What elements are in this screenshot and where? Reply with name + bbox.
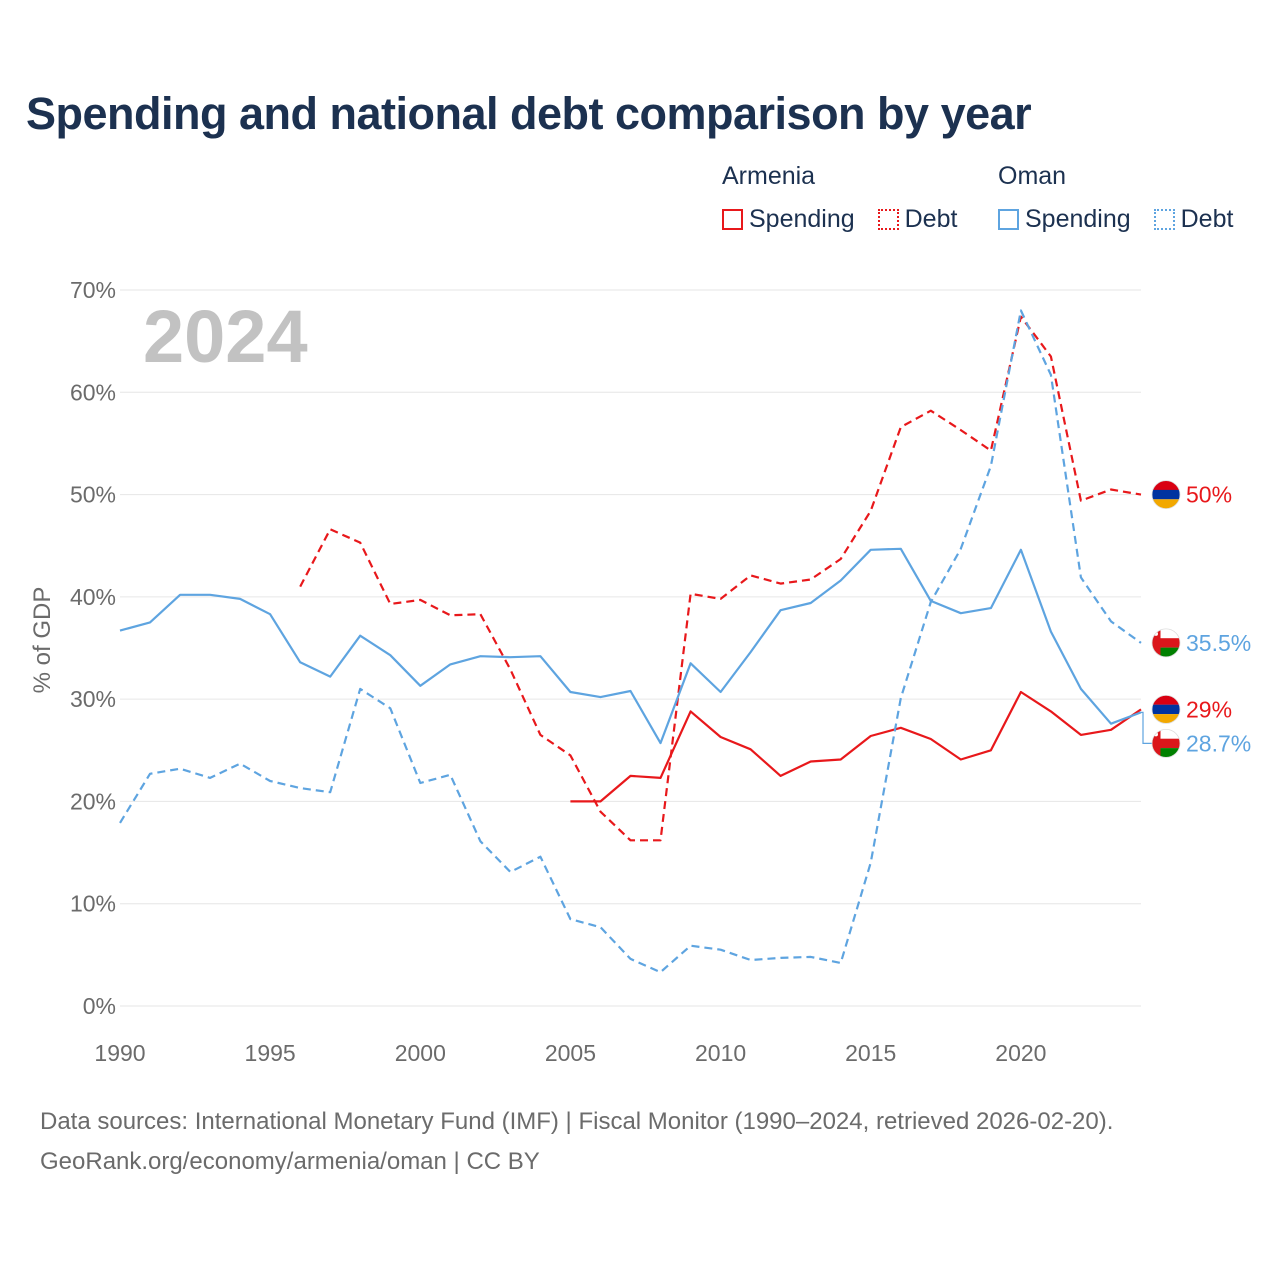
- grid-lines: [120, 289, 1141, 1007]
- x-tick-label: 1995: [245, 1040, 296, 1066]
- x-tick-label: 2005: [545, 1040, 596, 1066]
- flag-border: [1151, 480, 1181, 510]
- chart-title: Spending and national debt comparison by…: [26, 88, 1032, 139]
- series-lines: [119, 309, 1142, 974]
- x-tick-label: 1990: [94, 1040, 145, 1066]
- footer-credit: GeoRank.org/economy/armenia/oman | CC BY: [40, 1148, 540, 1175]
- y-tick-label: 70%: [70, 277, 116, 303]
- legend-armenia: Armenia Spending Debt: [722, 162, 973, 237]
- year-watermark: 2024: [143, 295, 308, 378]
- legend-swatch-dotted: [1153, 209, 1175, 230]
- axis-ticks: 0% 10% 20% 30% 40% 50% 60% 70% 1990 1995 2000 2005 2…: [70, 277, 1047, 1066]
- legend-oman-debt[interactable]: Debt: [1153, 205, 1234, 234]
- oman-flag-icon: [1151, 729, 1181, 758]
- leader-line: [1141, 711, 1152, 745]
- legend-label: Spending: [749, 205, 855, 233]
- armenia-flag-icon: [1151, 480, 1181, 510]
- flag-hoist-red: [1152, 729, 1161, 758]
- series-line-oman-spending: [119, 547, 1142, 745]
- legend-armenia-debt[interactable]: Debt: [877, 205, 958, 234]
- x-tick-label: 2000: [395, 1040, 446, 1066]
- legend-label: Debt: [1180, 205, 1234, 233]
- series-line-armenia-spending: [570, 690, 1142, 803]
- y-tick-label: 60%: [70, 379, 116, 405]
- legend-armenia-spending[interactable]: Spending: [722, 205, 855, 234]
- oman-flag-icon: [1151, 628, 1181, 658]
- y-tick-label: 50%: [70, 482, 116, 508]
- flag-stripe-red: [1152, 695, 1180, 705]
- flag-stripe-green: [1152, 748, 1180, 758]
- flag-stripe-red: [1152, 480, 1180, 490]
- flag-border: [1151, 695, 1181, 724]
- flag-stripe-red: [1152, 638, 1180, 648]
- legend-swatch-dotted: [877, 209, 899, 230]
- flag-stripe-orange: [1152, 714, 1180, 724]
- legend-country-oman: Oman: [998, 162, 1067, 190]
- end-value-label: 29%: [1186, 696, 1232, 722]
- series-line-armenia-debt: [299, 315, 1142, 842]
- legend-oman: Oman Spending Debt: [998, 162, 1249, 237]
- footer-source: Data sources: International Monetary Fun…: [40, 1108, 1114, 1135]
- legend-swatch-solid: [722, 209, 743, 230]
- end-value-label: 35.5%: [1186, 630, 1251, 656]
- x-tick-label: 2015: [845, 1040, 896, 1066]
- y-axis-label: % of GDP: [29, 587, 56, 694]
- series-line-oman-debt: [119, 309, 1142, 974]
- flag-stripe-white: [1152, 729, 1180, 739]
- y-tick-label: 20%: [70, 788, 116, 814]
- y-tick-label: 0%: [83, 993, 116, 1019]
- end-labels: 50% 35.5% 29% 28.7%: [1141, 480, 1251, 758]
- y-tick-label: 10%: [70, 891, 116, 917]
- flag-clip: [1152, 695, 1180, 724]
- flag-border: [1151, 729, 1181, 758]
- x-tick-label: 2010: [695, 1040, 746, 1066]
- y-tick-label: 40%: [70, 584, 116, 610]
- legend-label: Debt: [904, 205, 958, 233]
- flag-clip: [1152, 480, 1180, 509]
- flag-stripe-orange: [1152, 499, 1180, 509]
- y-tick-label: 30%: [70, 686, 116, 712]
- legend-country-armenia: Armenia: [722, 162, 816, 190]
- flag-hoist-red: [1152, 628, 1161, 657]
- legend-label: Spending: [1025, 205, 1131, 233]
- end-value-label: 50%: [1186, 482, 1232, 508]
- flag-stripe-blue: [1152, 704, 1180, 715]
- flag-stripe-blue: [1152, 489, 1180, 500]
- end-value-label: 28.7%: [1186, 730, 1251, 756]
- flag-border: [1151, 628, 1181, 658]
- flag-stripe-white: [1152, 628, 1180, 639]
- legend-oman-spending[interactable]: Spending: [998, 205, 1131, 234]
- legend-swatch-solid: [998, 209, 1019, 230]
- x-tick-label: 2020: [995, 1040, 1046, 1066]
- flag-stripe-red: [1152, 738, 1180, 749]
- armenia-flag-icon: [1151, 695, 1181, 724]
- flag-stripe-green: [1152, 647, 1180, 657]
